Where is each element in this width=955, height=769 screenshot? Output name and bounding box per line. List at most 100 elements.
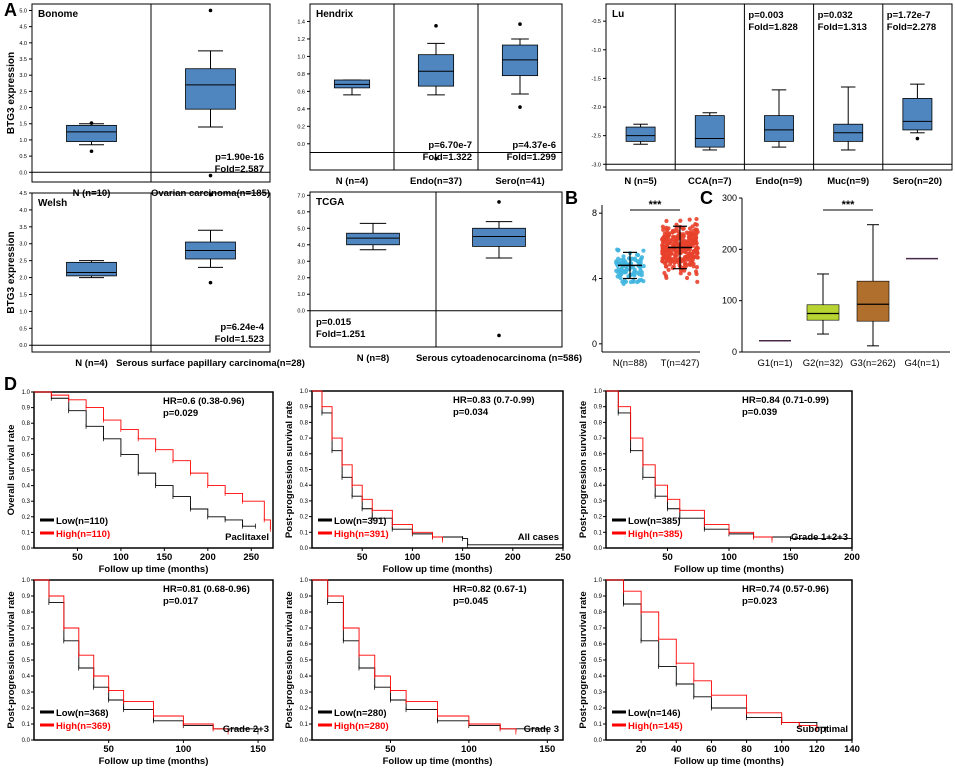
outlier-point-A1: [208, 173, 213, 178]
significance-label-B: ***: [649, 199, 663, 211]
stat-annotation-D6: p=0.023: [742, 596, 777, 607]
legend-label-D6: High(n=145): [628, 721, 683, 732]
scatter-point-B: [681, 237, 686, 242]
x-tick-label-D5: 100: [461, 744, 477, 755]
y-tick-label-D3: 0.7: [594, 436, 603, 442]
scatter-point-B: [674, 226, 679, 231]
scatter-point-B: [671, 242, 676, 247]
stat-annotation-A3: Fold=1.313: [818, 22, 867, 33]
legend-label-D3: Low(n=385): [628, 516, 681, 527]
scatter-point-B: [619, 272, 624, 277]
y-tick-label-D2: 0.1: [300, 530, 309, 536]
x-tick-label-D2: 100: [404, 552, 420, 563]
outlier-point-A5: [497, 200, 501, 204]
stat-annotation-A2: p=6.70e-7: [428, 140, 472, 151]
y-tick-label-A1: 4.0: [19, 41, 27, 47]
scatter-point-B: [694, 216, 699, 222]
y-tick-label-A5: 5.0: [297, 226, 305, 232]
scatter-point-B: [694, 222, 699, 227]
scatter-point-B: [632, 267, 637, 272]
x-category-label-A3: Muc(n=9): [827, 176, 869, 187]
y-tick-label-A2: 1.2: [297, 37, 305, 43]
scatter-point-B: [684, 242, 689, 247]
stat-annotation-D4: HR=0.81 (0.68-0.96): [163, 584, 250, 595]
y-tick-label-A2: 0.6: [297, 89, 305, 95]
x-axis-label-D5: Follow up time (months): [383, 756, 493, 767]
y-tick-label-D4: 0.1: [22, 722, 31, 728]
scatter-point-B: [694, 249, 700, 254]
x-tick-label-D2: 150: [455, 552, 471, 563]
outlier-point-A2: [434, 24, 438, 28]
x-tick-label-D2: 50: [357, 552, 368, 563]
box-C: [856, 280, 890, 322]
y-tick-label-A1: 3.0: [19, 73, 27, 79]
box-A3: [694, 115, 725, 148]
y-tick-label-D4: 0.5: [22, 658, 31, 664]
x-axis-label-D3: Follow up time (months): [674, 564, 784, 575]
y-axis-label-D4: Post-progression survival rate: [6, 591, 17, 728]
stat-annotation-D1: HR=0.6 (0.38-0.96): [163, 396, 245, 407]
y-tick-label-D3: 1.0: [594, 389, 603, 395]
stat-annotation-A1: Fold=2.587: [215, 164, 264, 175]
scatter-point-B: [660, 224, 665, 229]
y-tick-label-D4: 0.6: [22, 642, 31, 648]
y-tick-label-D2: 0.9: [300, 405, 309, 411]
scatter-point-B: [690, 257, 695, 262]
x-category-label-A3: N (n=5): [624, 176, 656, 187]
scatter-point-B: [667, 262, 673, 267]
scatter-point-B: [621, 281, 626, 287]
y-axis-label-D2: Post-progression survival rate: [284, 401, 295, 538]
y-axis-label-D1: Overall survival rate: [6, 425, 17, 516]
y-tick-label-D6: 0.8: [594, 610, 603, 616]
outlier-point-A2: [434, 156, 438, 161]
scatter-point-B: [686, 252, 691, 257]
stat-annotation-D5: HR=0.82 (0.67-1): [453, 584, 527, 595]
scatter-point-B: [681, 226, 686, 231]
plot-frame-A3: [605, 3, 953, 171]
x-category-label-A5: Serous cytoadenocarcinoma (n=586): [416, 353, 582, 364]
y-tick-label-A2: 1.4: [297, 19, 305, 25]
scatter-point-B: [662, 231, 667, 236]
scatter-point-B: [681, 233, 686, 239]
x-tick-label-D6: 140: [844, 744, 860, 755]
x-tick-label-D1: 200: [200, 552, 216, 563]
panel-title-A5: TCGA: [316, 197, 344, 208]
box-A4: [66, 261, 117, 277]
box-A5: [346, 232, 400, 246]
y-axis-label-A4: BTG3 expression: [6, 231, 17, 313]
y-tick-label-A3: -0.5: [592, 19, 601, 25]
y-tick-label-D1: 0.6: [22, 452, 31, 458]
scatter-point-B: [694, 245, 699, 251]
y-tick-label-D3: 0.8: [594, 420, 603, 426]
scatter-point-B: [670, 256, 675, 262]
x-category-label-B: N(n=88): [613, 358, 648, 369]
y-tick-label-C: 300: [722, 193, 737, 203]
y-tick-label-A4: 2.5: [19, 259, 27, 265]
scatter-point-B: [661, 234, 667, 239]
x-tick-label-D3: 100: [721, 552, 737, 563]
outlier-point-A4: [208, 280, 213, 285]
scatter-point-B: [683, 255, 689, 260]
legend-label-D4: High(n=369): [56, 721, 111, 732]
scatter-point-B: [691, 248, 696, 254]
scatter-point-B: [635, 258, 640, 264]
x-category-label-A3: CCA(n=7): [688, 176, 732, 187]
box-A5: [472, 227, 526, 247]
y-tick-label-D6: 0.2: [594, 706, 603, 712]
y-tick-label-D2: 0.7: [300, 436, 309, 442]
scatter-point-B: [680, 243, 685, 248]
outlier-point-A5: [497, 333, 501, 338]
x-category-label-A2: Endo(n=37): [410, 176, 462, 187]
y-tick-label-A2: 0.8: [297, 72, 305, 78]
y-tick-label-D3: 0.2: [594, 515, 603, 521]
y-axis-label-D6: Post-progression survival rate: [578, 591, 589, 728]
y-tick-label-A1: 2.5: [19, 89, 27, 95]
y-tick-label-D6: 1.0: [594, 578, 603, 584]
stat-annotation-A3: Fold=2.278: [887, 22, 936, 33]
scatter-point-B: [639, 256, 644, 261]
y-tick-label-A4: 0.5: [19, 326, 27, 332]
x-axis-label-D6: Follow up time (months): [674, 756, 784, 767]
y-tick-label-A5: 2.0: [297, 276, 305, 282]
y-tick-label-D6: 0.5: [594, 658, 603, 664]
y-tick-label-A4: 2.0: [19, 276, 27, 282]
